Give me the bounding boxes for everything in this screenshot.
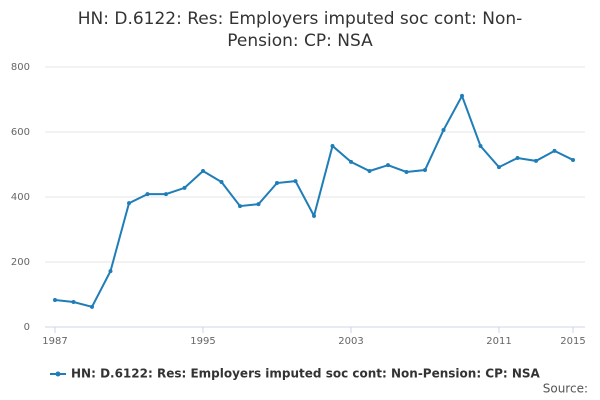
point <box>71 299 76 304</box>
y-tick-label: 200 <box>11 257 30 268</box>
point <box>349 159 353 164</box>
point <box>460 93 464 98</box>
point <box>423 168 427 173</box>
point <box>312 213 316 218</box>
point <box>441 128 446 133</box>
point <box>145 192 150 197</box>
point <box>293 179 298 184</box>
point <box>497 165 501 170</box>
legend-text: HN: D.6122: Res: Employers imputed soc c… <box>71 367 541 381</box>
legend-marker <box>55 371 61 377</box>
point <box>571 157 575 162</box>
source-label: Source: <box>543 382 588 396</box>
point <box>386 163 390 168</box>
point <box>127 201 131 206</box>
point <box>90 304 94 309</box>
y-tick-label: 0 <box>24 322 30 333</box>
point <box>330 143 335 148</box>
point <box>219 180 224 185</box>
point <box>53 298 57 303</box>
y-tick-label: 600 <box>11 127 30 138</box>
point <box>182 185 187 190</box>
x-tick-label: 2015 <box>560 336 585 347</box>
x-tick-label: 1987 <box>42 336 67 347</box>
y-tick-label: 800 <box>11 62 30 73</box>
point <box>552 148 557 153</box>
x-tick-label: 1995 <box>190 336 215 347</box>
point <box>238 204 242 209</box>
point <box>275 181 279 186</box>
chart-title: HN: D.6122: Res: Employers imputed soc c… <box>77 9 523 51</box>
line <box>54 93 574 309</box>
x-tick-label: 2003 <box>338 336 363 347</box>
point <box>256 202 261 207</box>
point <box>108 269 113 274</box>
point <box>201 169 205 173</box>
y-tick-label: 400 <box>11 192 30 203</box>
point <box>164 192 168 197</box>
point <box>515 156 520 160</box>
point <box>404 169 409 174</box>
point <box>367 169 372 173</box>
x-tick-label: 2011 <box>486 336 511 347</box>
point <box>534 158 538 163</box>
point <box>478 143 483 148</box>
